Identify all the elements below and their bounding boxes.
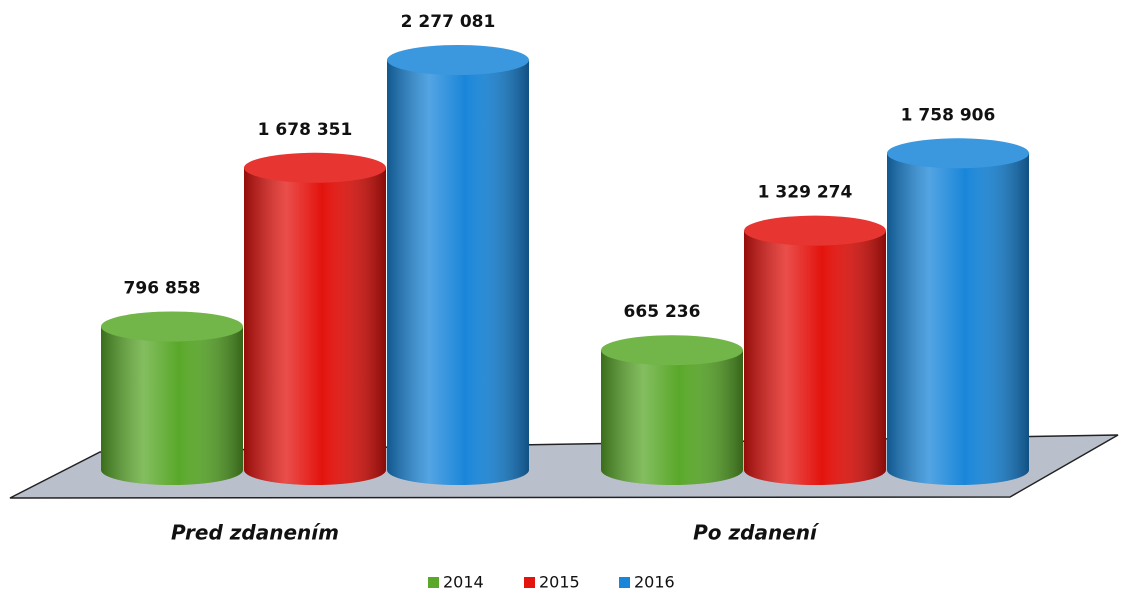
legend-label: 2014 bbox=[443, 573, 484, 592]
value-label: 2 277 081 bbox=[401, 12, 496, 32]
cylinder-top bbox=[244, 152, 386, 183]
cylinder-top-shine bbox=[887, 138, 1029, 169]
cylinder-top-shine bbox=[244, 152, 386, 183]
value-label: 665 236 bbox=[624, 302, 701, 322]
value-label: 1 678 351 bbox=[258, 120, 353, 140]
cylinder-top bbox=[601, 335, 743, 366]
cylinder-top bbox=[887, 138, 1029, 169]
legend-swatch bbox=[524, 577, 535, 588]
value-label: 1 329 274 bbox=[758, 183, 853, 203]
plot: 796 858 1 678 351 2 277 081 665 236 1 329 27… bbox=[101, 12, 1029, 485]
cylinder-shade bbox=[601, 350, 743, 470]
legend-swatch bbox=[428, 577, 439, 588]
cylinder-shade bbox=[387, 60, 529, 470]
category-label: Po zdanení bbox=[693, 521, 820, 545]
cylinder-shade bbox=[744, 230, 886, 470]
cylinder-shade bbox=[101, 326, 243, 470]
cylinder-top bbox=[101, 311, 243, 342]
legend-swatch bbox=[619, 577, 630, 588]
cylinder-top-shine bbox=[101, 311, 243, 342]
cylinder-shade bbox=[887, 153, 1029, 470]
category-label: Pred zdanením bbox=[171, 521, 339, 545]
value-label: 796 858 bbox=[124, 279, 201, 299]
legend-label: 2016 bbox=[634, 573, 675, 592]
cylinder-top bbox=[387, 45, 529, 75]
cylinder-top-shine bbox=[601, 335, 743, 366]
value-label: 1 758 906 bbox=[901, 105, 996, 125]
cylinder-top bbox=[744, 215, 886, 246]
cylinder-top-shine bbox=[744, 215, 886, 246]
legend-label: 2015 bbox=[539, 573, 580, 592]
cylinder-top-shine bbox=[387, 45, 529, 75]
cylinder-shade bbox=[244, 167, 386, 470]
